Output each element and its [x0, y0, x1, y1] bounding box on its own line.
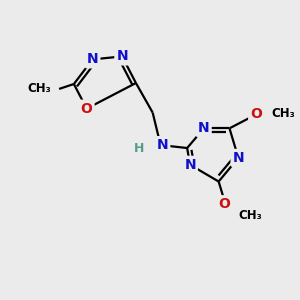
Text: O: O	[219, 197, 230, 211]
Text: N: N	[116, 50, 128, 63]
Text: CH₃: CH₃	[238, 208, 262, 221]
Text: CH₃: CH₃	[28, 82, 51, 95]
Text: O: O	[81, 102, 93, 116]
Text: N: N	[198, 121, 210, 135]
Text: O: O	[250, 106, 262, 121]
Text: N: N	[87, 52, 98, 66]
Text: N: N	[232, 151, 244, 165]
Text: N: N	[184, 158, 196, 172]
Text: N: N	[157, 138, 168, 152]
Text: H: H	[134, 142, 144, 154]
Text: CH₃: CH₃	[272, 107, 296, 120]
